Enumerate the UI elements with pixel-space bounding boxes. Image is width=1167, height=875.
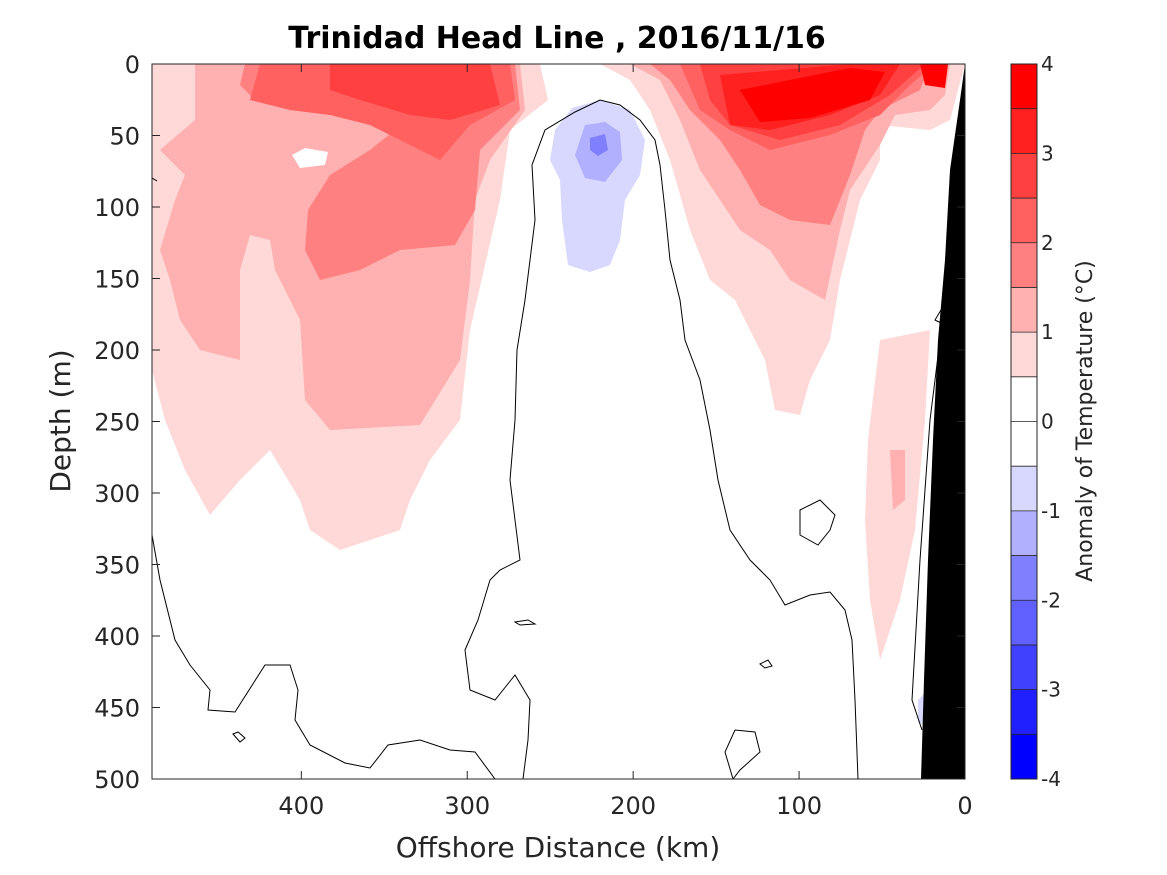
chart-title: Trinidad Head Line , 2016/11/16 bbox=[288, 21, 825, 56]
plot-area bbox=[152, 64, 965, 779]
x-axis-label: Offshore Distance (km) bbox=[396, 831, 721, 864]
y-tick-label: 450 bbox=[94, 695, 140, 723]
colorbar-swatch bbox=[1011, 332, 1037, 377]
anomaly-contour-pink-slope bbox=[890, 450, 905, 510]
colorbar-swatch bbox=[1011, 64, 1037, 109]
bathymetry-mask bbox=[921, 64, 965, 779]
colorbar: 4 3 2 1 0 -1 -2 -3 -4 bbox=[1010, 52, 1061, 791]
anomaly-contour-bright-red-west bbox=[330, 64, 500, 120]
x-tick-label: 200 bbox=[610, 792, 656, 820]
zero-contour-small-4 bbox=[799, 499, 836, 546]
y-tick-label: 0 bbox=[125, 51, 140, 79]
x-tick-label: 400 bbox=[278, 792, 324, 820]
zero-contour-small-1 bbox=[232, 731, 246, 743]
colorbar-tick-label: -4 bbox=[1041, 767, 1061, 791]
y-tick-label: 200 bbox=[94, 337, 140, 365]
y-tick-label: 500 bbox=[94, 766, 140, 794]
anomaly-contour-white-pocket bbox=[292, 148, 328, 168]
colorbar-frame bbox=[1010, 63, 1038, 780]
y-tick-label: 100 bbox=[94, 194, 140, 222]
colorbar-swatch bbox=[1011, 644, 1037, 690]
colorbar-swatch bbox=[1011, 242, 1037, 288]
colorbar-swatch bbox=[1011, 421, 1037, 467]
y-axis: 0 50 100 150 200 250 300 350 400 450 500 bbox=[94, 51, 965, 794]
colorbar-swatch bbox=[1011, 376, 1037, 422]
zero-contour-small-5 bbox=[724, 729, 761, 779]
zero-contour-small-2 bbox=[513, 619, 537, 626]
colorbar-swatch bbox=[1011, 600, 1037, 645]
y-tick-label: 300 bbox=[94, 480, 140, 508]
anomaly-contour-light-blue bbox=[550, 100, 645, 272]
zero-contour-small-7 bbox=[152, 177, 158, 182]
colorbar-tick-label: -2 bbox=[1041, 588, 1061, 612]
y-axis-label: Depth (m) bbox=[44, 349, 77, 492]
colorbar-label: Anomaly of Temperature (°C) bbox=[1073, 260, 1098, 582]
x-tick-label: 0 bbox=[957, 792, 972, 820]
y-tick-label: 350 bbox=[94, 552, 140, 580]
colorbar-tick-label: -3 bbox=[1041, 678, 1061, 702]
colorbar-tick-label: 0 bbox=[1041, 410, 1054, 434]
anomaly-contour-max-red-east bbox=[740, 68, 885, 122]
colorbar-swatch bbox=[1011, 689, 1037, 735]
colorbar-swatch bbox=[1011, 108, 1037, 154]
colorbar-swatch bbox=[1011, 287, 1037, 333]
zero-contour-dome bbox=[464, 99, 859, 779]
colorbar-tick-label: 2 bbox=[1041, 231, 1054, 255]
zero-contour-slope bbox=[911, 339, 941, 731]
zero-contour-west bbox=[152, 534, 496, 779]
x-axis: 400 300 200 100 0 bbox=[278, 64, 973, 820]
colorbar-swatch bbox=[1011, 198, 1037, 243]
x-tick-label: 300 bbox=[444, 792, 490, 820]
y-tick-label: 50 bbox=[109, 123, 140, 151]
zero-contour-small-3 bbox=[759, 659, 773, 669]
colorbar-tick-label: 1 bbox=[1041, 320, 1054, 344]
anomaly-contour-max-red-coast bbox=[920, 64, 948, 88]
x-tick-label: 100 bbox=[776, 792, 822, 820]
colorbar-swatch bbox=[1011, 466, 1037, 511]
y-tick-label: 250 bbox=[94, 409, 140, 437]
colorbar-swatch bbox=[1011, 555, 1037, 601]
colorbar-swatch bbox=[1011, 734, 1037, 779]
colorbar-tick-label: 4 bbox=[1041, 52, 1054, 76]
colorbar-tick-label: -1 bbox=[1041, 499, 1061, 523]
y-tick-label: 150 bbox=[94, 266, 140, 294]
anomaly-contour-mid-blue bbox=[590, 134, 608, 156]
colorbar-swatch bbox=[1011, 510, 1037, 556]
colorbar-swatch bbox=[1011, 153, 1037, 199]
y-tick-label: 400 bbox=[94, 623, 140, 651]
colorbar-tick-label: 3 bbox=[1041, 141, 1054, 165]
